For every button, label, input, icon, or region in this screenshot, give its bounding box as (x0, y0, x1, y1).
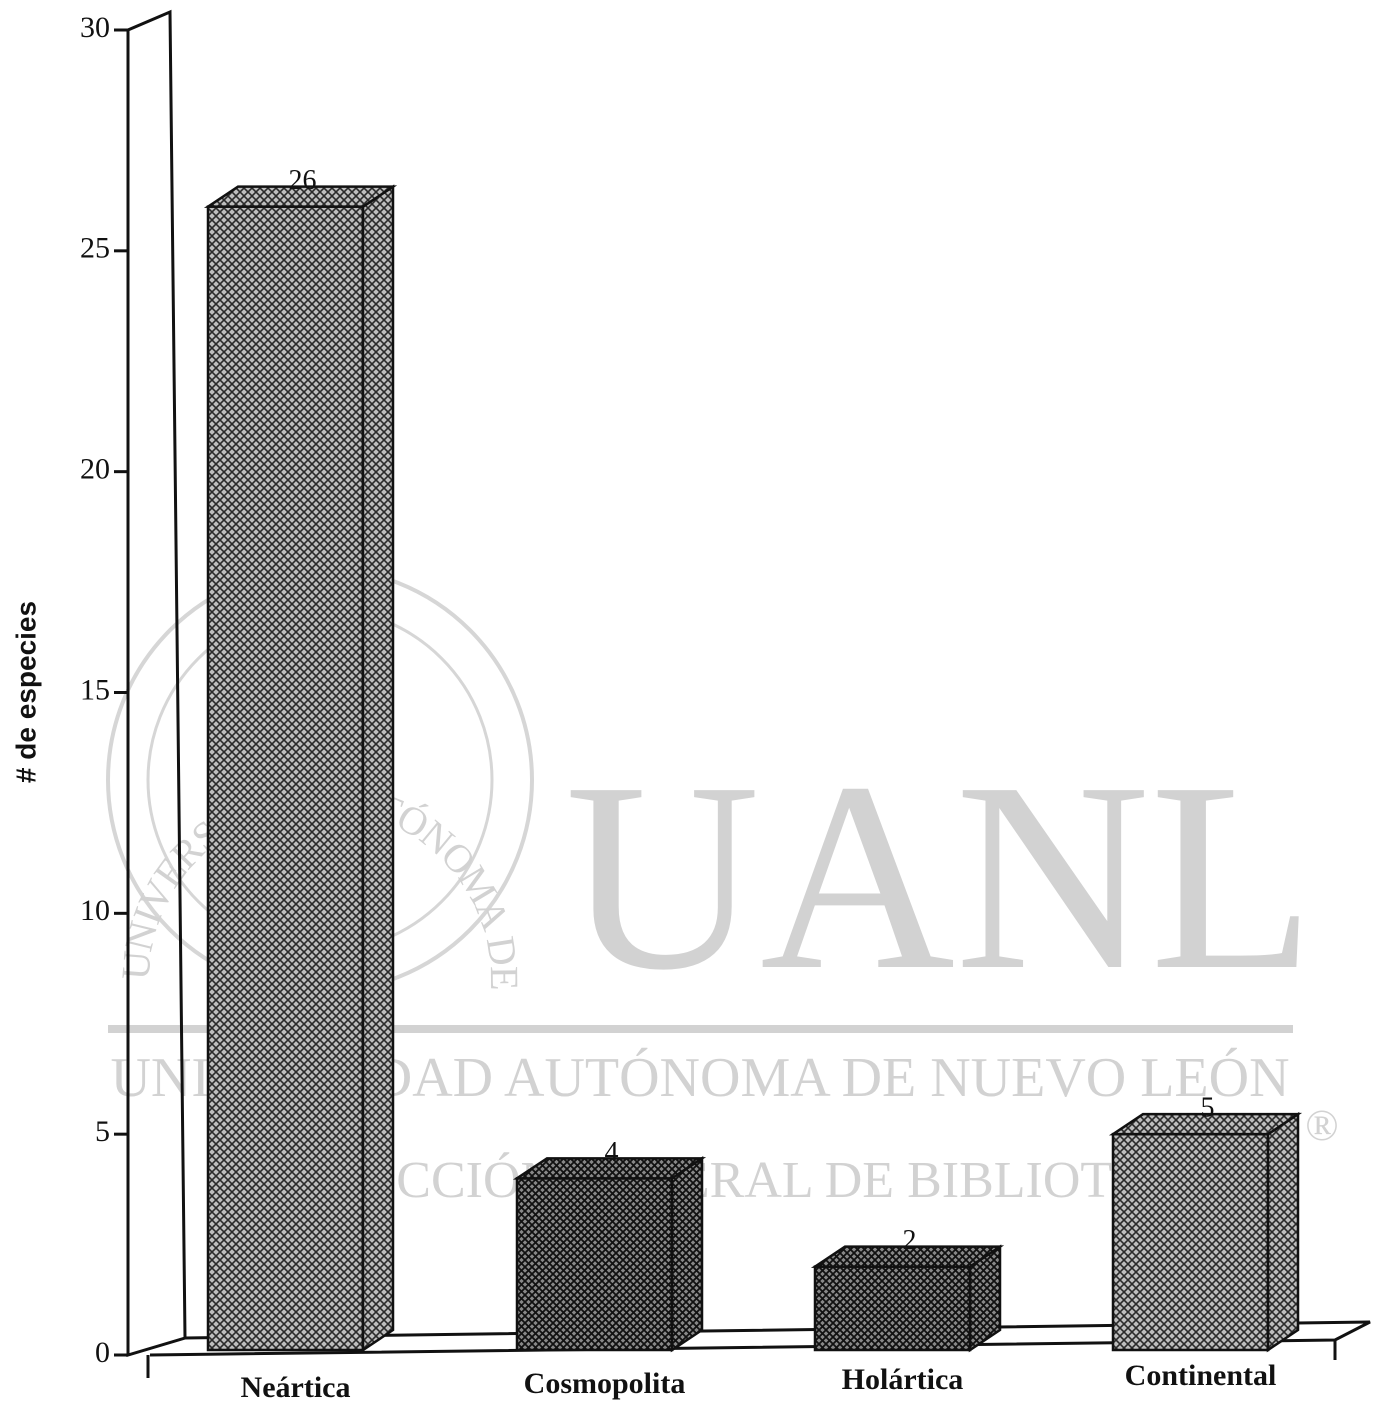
back-wall (126, 9, 187, 1358)
bar-top (1108, 1112, 1303, 1136)
x-tick-label: Neártica (241, 1371, 351, 1404)
y-tick-label: 20 (80, 453, 110, 486)
value-label: 26 (289, 165, 317, 196)
bar-side (1266, 1111, 1300, 1353)
x-tick-label: Cosmopolita (524, 1367, 686, 1400)
bar (810, 1244, 1005, 1353)
bar-front (206, 205, 365, 1352)
y-tick-label: 25 (80, 232, 110, 265)
watermark-mark: ® (1305, 1101, 1338, 1150)
value-label: 2 (903, 1225, 917, 1256)
watermark-rule (108, 1025, 1293, 1033)
y-tick-label: 10 (80, 894, 110, 927)
y-tick-label: 5 (95, 1115, 110, 1148)
x-tick-label: Holártica (842, 1363, 964, 1396)
bar-top (810, 1245, 1005, 1268)
y-tick-label: 30 (80, 11, 110, 44)
bar-front (813, 1265, 972, 1352)
y-axis-label: # de especies (10, 601, 41, 783)
bar-front (515, 1177, 674, 1352)
floor (149, 1320, 1371, 1357)
bar (512, 1155, 707, 1353)
bar (203, 184, 398, 1353)
bar-side (670, 1155, 704, 1353)
bar-side (361, 184, 395, 1353)
y-tick-label: 0 (95, 1336, 110, 1369)
value-label: 5 (1201, 1093, 1215, 1124)
x-tick-label: Continental (1125, 1359, 1277, 1392)
watermark-title: UANL (565, 727, 1315, 1026)
watermark: UNIVERSIDAD AUTÓNOMA DE NUEVO LEÓN UANL … (0, 0, 1339, 1209)
watermark-line: DIRECCIÓN GENERAL DE BIBLIOTECAS (275, 1151, 1245, 1209)
bar-top (203, 185, 398, 208)
bar (1108, 1111, 1303, 1353)
value-label: 4 (605, 1137, 619, 1168)
y-tick-label: 15 (80, 673, 110, 706)
bar-top (512, 1157, 707, 1180)
bar-front (1111, 1132, 1270, 1352)
